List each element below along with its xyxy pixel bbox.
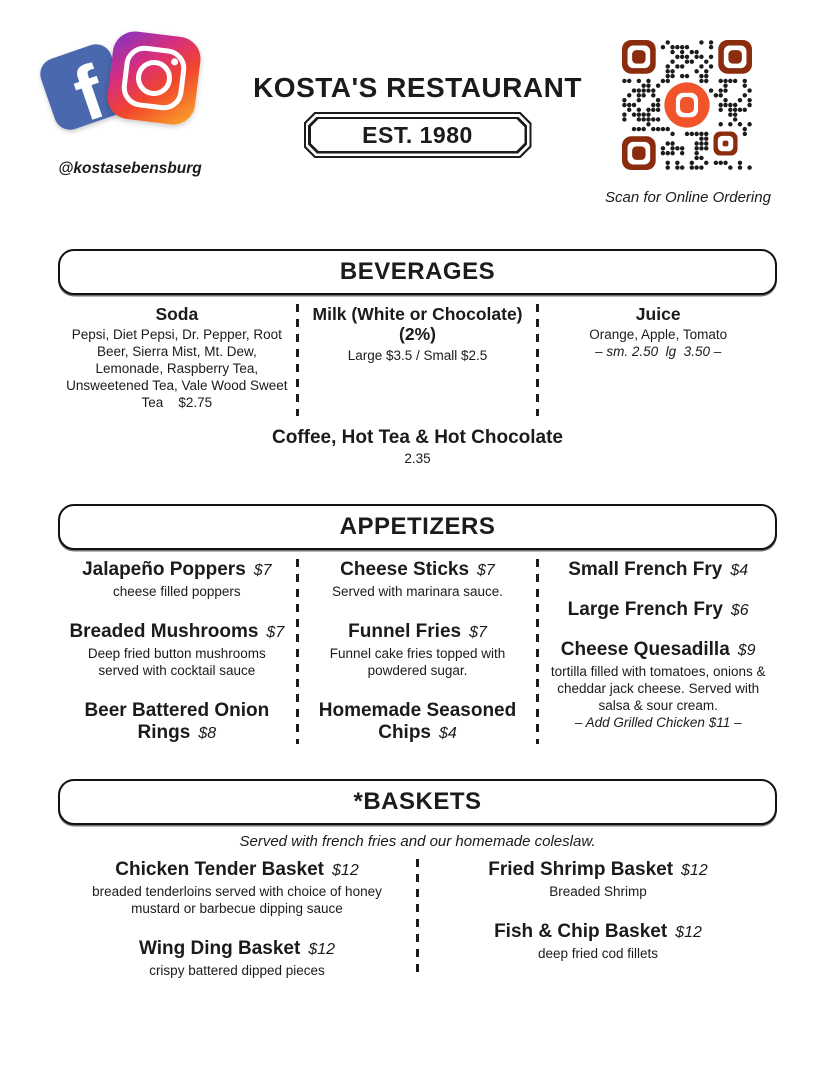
item-name: Fish & Chip Basket (494, 921, 668, 943)
item-price: $12 (332, 862, 359, 879)
baskets-column-2: Fried Shrimp Basket $12 Breaded Shrimp Fi… (419, 859, 777, 979)
item-description: cheese filled poppers (113, 584, 241, 600)
item-price: $7 (266, 624, 285, 642)
item-price: $7 (253, 562, 272, 579)
section-baskets: *BASKETS Served with french fries and ou… (58, 779, 777, 980)
menu-item-juice: Juice Orange, Apple, Tomato – sm. 2.50 l… (539, 304, 777, 416)
item-name: Juice (635, 304, 681, 324)
item-price: $8 (198, 725, 217, 743)
dashed-divider (416, 859, 419, 980)
menu-item-jalapeno-poppers: Jalapeño Poppers $7 cheese filled poppers (68, 559, 286, 600)
item-price: $6 (730, 602, 749, 620)
section-title: BEVERAGES (339, 258, 496, 285)
menu-item-soda: Soda Pepsi, Diet Pepsi, Dr. Pepper, Root… (58, 304, 296, 416)
section-appetizers: APPETIZERS Jalapeño Poppers $7 cheese fil… (58, 504, 777, 745)
item-price: $4 (439, 725, 457, 743)
item-name: Milk (White or Chocolate) (2%) (312, 304, 523, 345)
item-name: Homemade Seasoned Chips (318, 700, 517, 744)
item-description: Funnel cake fries topped with powdered s… (329, 646, 506, 679)
item-description: Pepsi, Diet Pepsi, Dr. Pepper, Root Beer… (66, 327, 288, 411)
item-note: – sm. 2.50 lg 3.50 – (595, 344, 722, 360)
item-description: tortilla filled with tomatoes, onions & … (550, 664, 766, 714)
item-name: Chicken Tender Basket (115, 859, 325, 880)
item-price: $9 (737, 642, 756, 660)
menu-item-chicken-tender-basket: Chicken Tender Basket $12 breaded tenderl… (82, 859, 392, 917)
item-name: Fried Shrimp Basket (488, 859, 674, 880)
item-price: $12 (681, 862, 708, 879)
section-title: APPETIZERS (339, 513, 496, 540)
appetizers-column-2: Cheese Sticks $7 Served with marinara sau… (299, 559, 537, 744)
item-name: Jalapeño Poppers (82, 559, 246, 580)
menu-item-milk: Milk (White or Chocolate) (2%) Large $3.… (299, 304, 537, 416)
menu-item-funnel-fries: Funnel Fries $7 Funnel cake fries topped … (309, 621, 527, 679)
section-title: *BASKETS (353, 788, 482, 815)
dashed-divider (295, 304, 299, 416)
section-header-appetizers: APPETIZERS (58, 504, 777, 550)
social-handle: @kostasebensburg (58, 160, 202, 177)
item-price: $12 (675, 924, 702, 942)
dashed-divider (536, 559, 540, 745)
item-price: $7 (477, 562, 495, 579)
menu-item-large-french-fry: Large French Fry $6 (549, 599, 767, 621)
item-name: Coffee, Hot Tea & Hot Chocolate (272, 427, 563, 448)
item-price: $4 (730, 562, 749, 579)
item-price: $12 (308, 941, 336, 959)
item-name: Cheese Quesadilla (560, 639, 730, 661)
item-name: Beer Battered Onion Rings (84, 700, 270, 744)
item-description: breaded tenderloins served with choice o… (92, 884, 382, 917)
item-name: Breaded Mushrooms (69, 621, 259, 643)
item-description: Breaded Shrimp (549, 884, 647, 900)
item-name: Wing Ding Basket (138, 938, 301, 960)
item-name: Funnel Fries (348, 621, 462, 643)
dashed-divider (295, 559, 299, 745)
item-name: Large French Fry (567, 599, 723, 621)
item-description: Orange, Apple, Tomato (589, 327, 728, 343)
menu-item-fish-chip-basket: Fish & Chip Basket $12 deep fried cod fil… (443, 921, 753, 962)
item-description: Deep fried button mushrooms served with … (87, 646, 266, 679)
menu-item-fried-shrimp-basket: Fried Shrimp Basket $12 Breaded Shrimp (443, 859, 753, 900)
menu-item-cheese-sticks: Cheese Sticks $7 Served with marinara sau… (309, 559, 527, 600)
item-description: crispy battered dipped pieces (149, 963, 325, 979)
menu-item-seasoned-chips: Homemade Seasoned Chips $4 (309, 700, 527, 744)
qr-code (622, 40, 752, 170)
item-description: deep fried cod fillets (537, 946, 659, 962)
instagram-flash-dot (170, 57, 179, 66)
menu-item-cheese-quesadilla: Cheese Quesadilla $9 tortilla filled with… (549, 639, 767, 730)
item-name: Soda (155, 304, 199, 324)
item-note: – Add Grilled Chicken $11 – (574, 715, 742, 731)
dashed-divider (536, 304, 540, 416)
item-name: Small French Fry (568, 559, 723, 580)
section-subtitle: Served with french fries and our homemad… (239, 833, 596, 850)
item-description: Served with marinara sauce. (331, 584, 504, 600)
established-text: EST. 1980 (311, 119, 525, 151)
section-header-baskets: *BASKETS (58, 779, 777, 825)
menu-item-breaded-mushrooms: Breaded Mushrooms $7 Deep fried button mu… (68, 621, 286, 679)
baskets-columns: Chicken Tender Basket $12 breaded tenderl… (58, 859, 777, 980)
beverages-columns: Soda Pepsi, Diet Pepsi, Dr. Pepper, Root… (58, 304, 777, 416)
item-description: Large $3.5 / Small $2.5 (347, 347, 488, 363)
item-price: $7 (469, 624, 487, 642)
menu-item-coffee: Coffee, Hot Tea & Hot Chocolate 2.35 (58, 427, 777, 466)
qr-caption: Scan for Online Ordering (605, 189, 771, 206)
restaurant-title: KOSTA'S RESTAURANT (253, 72, 582, 103)
menu-item-wing-ding-basket: Wing Ding Basket $12 crispy battered dipp… (82, 938, 392, 979)
baskets-column-1: Chicken Tender Basket $12 breaded tenderl… (58, 859, 416, 979)
item-price: 2.35 (404, 451, 431, 467)
section-header-beverages: BEVERAGES (58, 249, 777, 295)
section-beverages: BEVERAGES Soda Pepsi, Diet Pepsi, Dr. Pe… (58, 249, 777, 466)
established-badge: EST. 1980 (304, 112, 532, 158)
appetizers-columns: Jalapeño Poppers $7 cheese filled poppers… (58, 559, 777, 745)
appetizers-column-3: Small French Fry $4 Large French Fry $6 Ch… (539, 559, 777, 744)
menu-item-onion-rings: Beer Battered Onion Rings $8 (68, 700, 286, 744)
appetizers-column-1: Jalapeño Poppers $7 cheese filled poppers… (58, 559, 296, 744)
item-name: Cheese Sticks (340, 559, 470, 580)
menu-item-small-french-fry: Small French Fry $4 (549, 559, 767, 581)
